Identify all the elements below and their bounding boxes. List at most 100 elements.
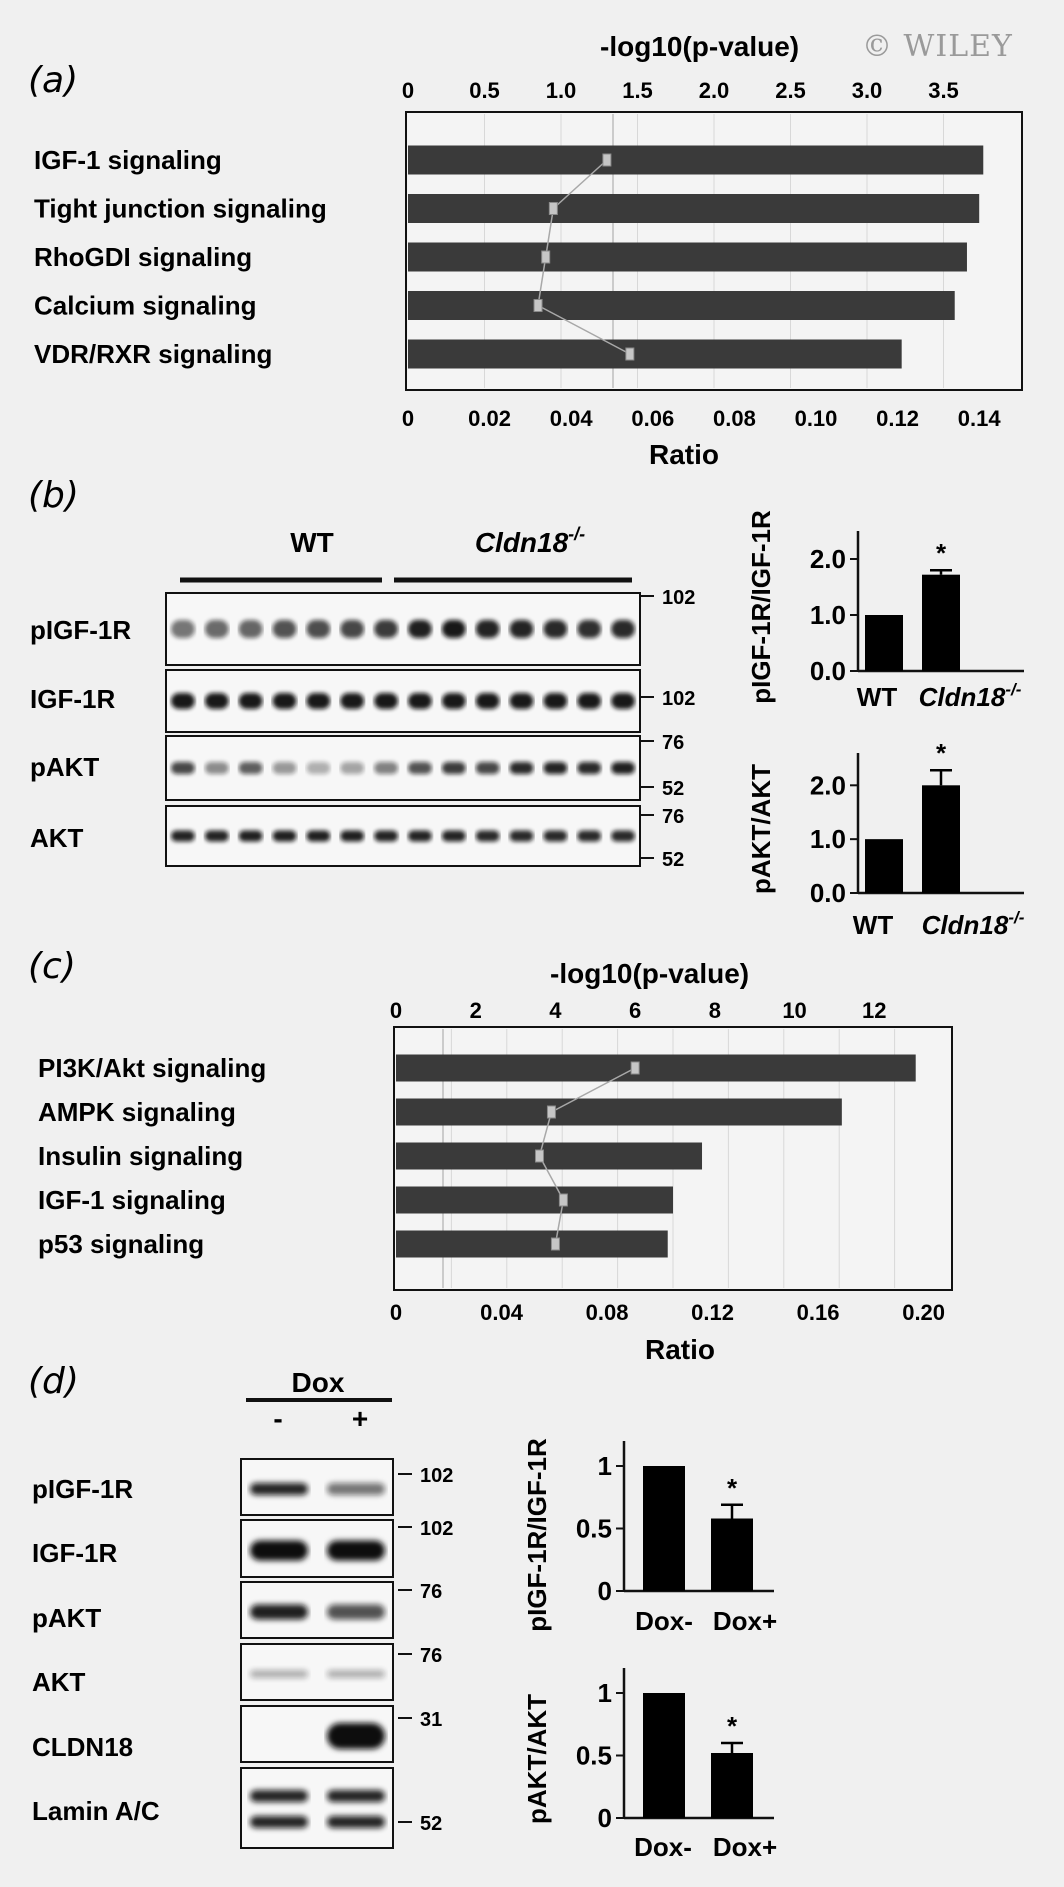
pathway-label: RhoGDI signaling bbox=[34, 242, 252, 272]
bottom-tick-label: 0.02 bbox=[468, 406, 511, 431]
ratio-bar bbox=[396, 1186, 673, 1214]
bottom-tick-label: 0 bbox=[390, 1300, 402, 1325]
panel-b-label: (b) bbox=[28, 475, 79, 516]
panel-d: (d) Dox - + pIGF-1R IGF-1R pAKT AKT CLDN… bbox=[28, 1361, 777, 1862]
y-tick-label: 0 bbox=[598, 1576, 612, 1606]
top-tick-label: 2.5 bbox=[775, 78, 806, 103]
significance-star: * bbox=[936, 538, 947, 568]
top-tick-label: 0.5 bbox=[469, 78, 500, 103]
band bbox=[509, 620, 534, 638]
band bbox=[611, 762, 635, 774]
blot-akt bbox=[165, 805, 641, 867]
pathway-label: Calcium signaling bbox=[34, 291, 257, 321]
band bbox=[204, 693, 229, 709]
band bbox=[250, 1604, 308, 1620]
pathway-label: VDR/RXR signaling bbox=[34, 339, 272, 369]
band bbox=[306, 762, 331, 774]
band bbox=[408, 693, 432, 709]
band bbox=[306, 830, 331, 842]
band bbox=[543, 762, 568, 774]
dox-title: Dox bbox=[292, 1367, 345, 1398]
quant-bar bbox=[865, 839, 903, 893]
band bbox=[327, 1483, 385, 1495]
group-label-wt: WT bbox=[290, 527, 334, 558]
pvalue-point bbox=[602, 153, 612, 167]
panel-c-top-axis-title: -log10(p-value) bbox=[550, 958, 749, 989]
top-tick-label: 8 bbox=[709, 998, 721, 1023]
panel-a: (a) -log10(p-value) IGF-1 signaling Tight… bbox=[28, 31, 1023, 470]
blot-pakt bbox=[165, 735, 641, 801]
top-tick-label: 3.0 bbox=[852, 78, 883, 103]
pvalue-point bbox=[625, 347, 635, 361]
quant-bar bbox=[922, 785, 960, 893]
y-axis-title: pAKT/AKT bbox=[746, 764, 776, 894]
band bbox=[171, 620, 195, 638]
mw-marker: 76 bbox=[420, 1645, 442, 1667]
quant-bar bbox=[643, 1466, 685, 1591]
panel-c-bottom-axis-title: Ratio bbox=[645, 1334, 715, 1365]
band bbox=[250, 1816, 308, 1828]
band bbox=[340, 693, 365, 709]
band bbox=[577, 693, 602, 709]
band bbox=[374, 830, 398, 842]
top-tick-label: 0 bbox=[402, 78, 414, 103]
pvalue-point bbox=[541, 250, 551, 264]
band bbox=[340, 762, 365, 774]
pvalue-point bbox=[534, 1149, 544, 1163]
ratio-bar bbox=[408, 339, 902, 369]
band bbox=[408, 762, 432, 774]
quant-bar bbox=[922, 574, 960, 671]
band bbox=[611, 830, 635, 842]
y-tick-label: 1.0 bbox=[810, 824, 846, 854]
band bbox=[441, 830, 466, 842]
quant-bar bbox=[711, 1753, 753, 1818]
panel-c: (c) -log10(p-value) PI3K/Akt signaling AM… bbox=[28, 946, 953, 1365]
mw-marker: 102 bbox=[662, 587, 695, 609]
y-tick-label: 1 bbox=[598, 1451, 612, 1481]
blot-label-akt: AKT bbox=[32, 1667, 86, 1697]
ratio-bar bbox=[408, 145, 984, 175]
category-label: WT bbox=[857, 682, 898, 712]
category-label: Dox- bbox=[634, 1832, 692, 1862]
bottom-tick-label: 0.16 bbox=[797, 1300, 840, 1325]
significance-star: * bbox=[727, 1711, 738, 1741]
band bbox=[475, 762, 500, 774]
band bbox=[306, 620, 331, 638]
y-tick-label: 0.0 bbox=[810, 878, 846, 908]
band bbox=[577, 762, 602, 774]
mw-marker: 52 bbox=[662, 778, 684, 800]
band bbox=[204, 620, 229, 638]
panel-a-bottom-axis-title: Ratio bbox=[649, 439, 719, 470]
band bbox=[272, 693, 297, 709]
band bbox=[340, 830, 365, 842]
y-tick-label: 1 bbox=[598, 1678, 612, 1708]
group-label-cldn18-ko: Cldn18-/- bbox=[475, 524, 585, 558]
mw-marker: 31 bbox=[420, 1709, 442, 1731]
band bbox=[327, 1816, 385, 1828]
y-axis-title: pAKT/AKT bbox=[522, 1694, 552, 1824]
dox-minus-label: - bbox=[273, 1403, 282, 1434]
band bbox=[611, 693, 635, 709]
category-label: Dox+ bbox=[713, 1832, 777, 1862]
band bbox=[543, 693, 568, 709]
mw-marker: 76 bbox=[662, 732, 684, 754]
pathway-label: p53 signaling bbox=[38, 1229, 204, 1259]
blot-label-lamin: Lamin A/C bbox=[32, 1796, 160, 1826]
ratio-bar bbox=[396, 1098, 842, 1126]
ratio-bar bbox=[396, 1230, 668, 1258]
bottom-tick-label: 0.08 bbox=[586, 1300, 629, 1325]
y-tick-label: 0.0 bbox=[810, 656, 846, 686]
pathway-label: PI3K/Akt signaling bbox=[38, 1053, 266, 1083]
band bbox=[475, 693, 500, 709]
band bbox=[327, 1723, 385, 1749]
band bbox=[171, 693, 195, 709]
pvalue-point bbox=[550, 1237, 560, 1251]
pvalue-point bbox=[533, 299, 543, 312]
blot-lamin bbox=[240, 1767, 394, 1849]
top-tick-label: 1.0 bbox=[546, 78, 577, 103]
band bbox=[611, 620, 635, 638]
top-tick-label: 1.5 bbox=[622, 78, 653, 103]
y-tick-label: 0.5 bbox=[576, 1514, 612, 1544]
band bbox=[408, 620, 432, 638]
band bbox=[327, 1670, 385, 1678]
